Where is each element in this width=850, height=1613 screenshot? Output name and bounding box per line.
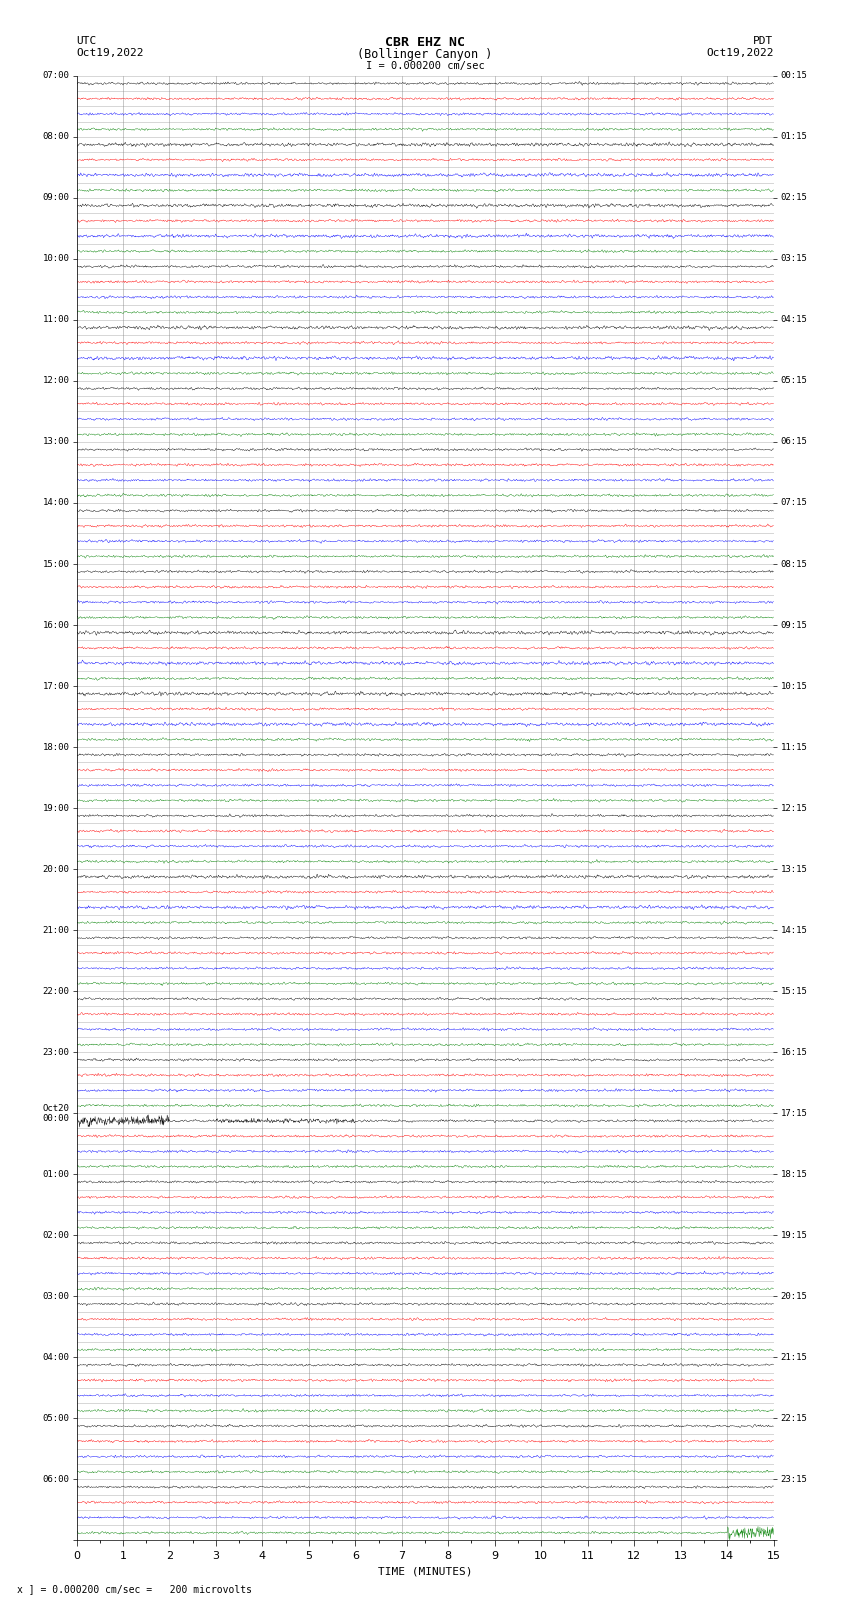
X-axis label: TIME (MINUTES): TIME (MINUTES) (377, 1566, 473, 1576)
Text: PDT: PDT (753, 37, 774, 47)
Text: I = 0.000200 cm/sec: I = 0.000200 cm/sec (366, 61, 484, 71)
Text: CBR EHZ NC: CBR EHZ NC (385, 37, 465, 50)
Text: Oct19,2022: Oct19,2022 (76, 48, 144, 58)
Text: UTC: UTC (76, 37, 97, 47)
Text: (Bollinger Canyon ): (Bollinger Canyon ) (357, 48, 493, 61)
Text: Oct19,2022: Oct19,2022 (706, 48, 774, 58)
Text: x ] = 0.000200 cm/sec =   200 microvolts: x ] = 0.000200 cm/sec = 200 microvolts (17, 1584, 252, 1594)
